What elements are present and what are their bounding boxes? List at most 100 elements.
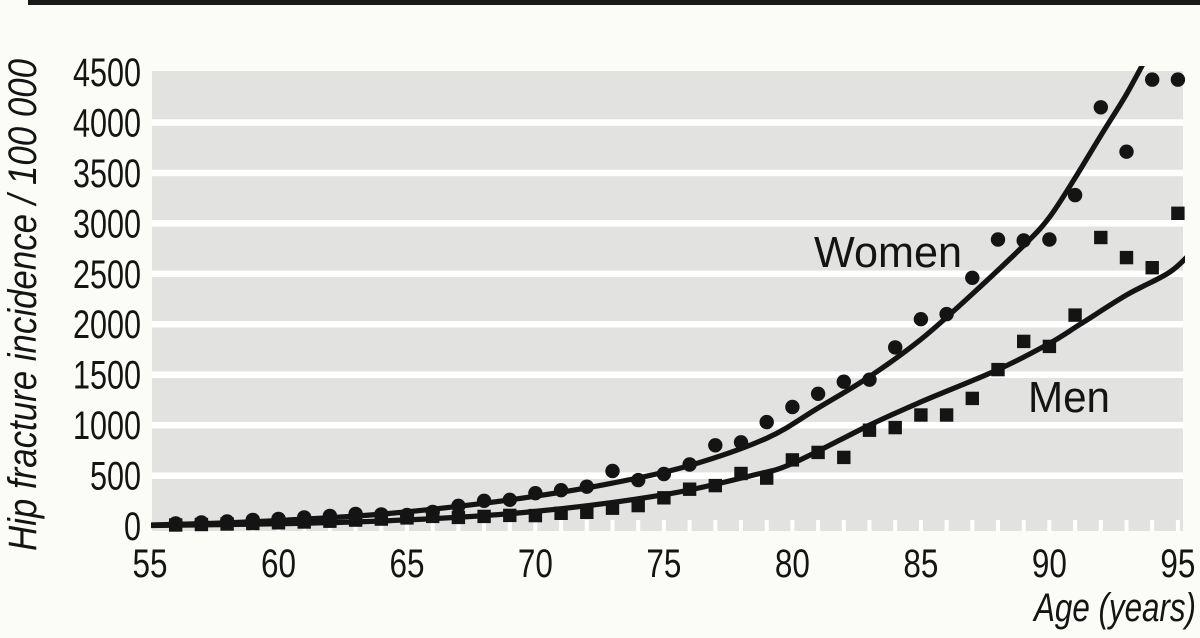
women-point-age-67: [451, 498, 466, 513]
x-tick-label-85: 85: [903, 542, 938, 586]
men-point-age-74: [631, 498, 645, 513]
men-point-age-69: [503, 508, 517, 523]
x-axis-title: Age (years): [1032, 586, 1196, 630]
women-point-age-72: [579, 479, 594, 494]
women-point-age-82: [836, 374, 851, 389]
top-border-rule: [28, 0, 1200, 5]
men-point-age-73: [605, 501, 620, 515]
women-point-age-85: [913, 312, 929, 327]
men-point-age-89: [1017, 334, 1031, 349]
men-point-age-83: [862, 423, 877, 437]
men-point-age-87: [965, 391, 979, 406]
year-tick-85: [918, 520, 923, 531]
women-point-age-84: [888, 340, 903, 355]
men-point-age-84: [888, 420, 902, 435]
year-tick-83: [867, 520, 872, 531]
women-point-age-68: [476, 493, 492, 508]
plot-panel: [152, 71, 1183, 531]
y-axis-title: Hip fracture incidence / 100 000: [1, 59, 45, 551]
y-tick-label-4500: 4500: [73, 51, 141, 95]
year-tick-88: [996, 520, 1000, 531]
year-tick-80: [790, 520, 795, 531]
women-point-age-80: [785, 399, 800, 415]
men-point-age-57: [194, 517, 209, 532]
x-tick-label-55: 55: [133, 542, 168, 586]
x-tick-label-80: 80: [775, 542, 810, 586]
men-point-age-67: [451, 510, 466, 525]
men-point-age-58: [220, 517, 234, 531]
men-point-age-60: [271, 516, 286, 530]
men-point-age-66: [426, 509, 440, 524]
x-tick-label-65: 65: [390, 542, 425, 586]
y-tick-label-1000: 1000: [73, 404, 141, 448]
year-tick-89: [1021, 520, 1026, 531]
gridline-4000: [152, 119, 1183, 126]
women-point-age-88: [990, 232, 1006, 247]
year-tick-75: [661, 520, 666, 531]
y-tick-label-0: 0: [124, 505, 141, 549]
men-point-age-82: [837, 450, 851, 465]
men-point-age-76: [682, 482, 697, 496]
year-tick-68: [482, 520, 487, 531]
men-point-age-56: [169, 518, 183, 532]
women-point-age-75: [656, 466, 672, 482]
men-point-age-62: [323, 514, 337, 528]
men-point-age-85: [914, 408, 928, 422]
y-tick-label-4000: 4000: [73, 102, 141, 146]
men-point-age-79: [760, 471, 774, 485]
gridline-3000: [152, 220, 1183, 227]
men-point-age-90: [1042, 339, 1057, 354]
year-tick-72: [584, 520, 589, 531]
year-tick-87: [970, 520, 975, 531]
women-point-age-78: [733, 435, 749, 450]
x-tick-label-60: 60: [261, 542, 296, 586]
men-point-age-80: [785, 453, 800, 467]
series-men: [169, 206, 1185, 532]
year-tick-93: [1124, 520, 1129, 531]
y-tick-label-1500: 1500: [73, 354, 141, 398]
women-point-age-74: [631, 472, 646, 488]
year-tick-73: [610, 520, 615, 531]
x-tick-label-90: 90: [1032, 542, 1067, 586]
year-tick-84: [893, 520, 898, 531]
women-point-age-71: [553, 483, 569, 498]
men-point-age-78: [734, 466, 748, 481]
year-tick-77: [713, 520, 718, 531]
gridline-3500: [152, 169, 1183, 177]
men-point-age-86: [939, 408, 954, 422]
women-point-age-81: [810, 386, 826, 401]
women-point-age-93: [1119, 144, 1134, 159]
x-tick-label-75: 75: [646, 542, 681, 586]
women-point-age-83: [862, 372, 877, 387]
men-point-age-88: [991, 362, 1005, 377]
women-point-age-79: [759, 414, 774, 430]
men-point-age-81: [811, 445, 825, 460]
year-tick-69: [507, 520, 512, 531]
year-tick-94: [1150, 520, 1155, 531]
men-point-age-93: [1119, 250, 1134, 265]
women-point-age-94: [1145, 72, 1160, 87]
y-tick-label-3000: 3000: [73, 202, 141, 246]
men-point-age-64: [374, 512, 388, 526]
year-tick-92: [1098, 520, 1103, 531]
women-point-age-92: [1093, 100, 1109, 115]
year-tick-71: [559, 520, 564, 531]
men-point-age-59: [246, 516, 260, 531]
series-label-men: Men: [1028, 373, 1110, 422]
year-tick-95: [1175, 520, 1180, 531]
gridline-1000: [152, 421, 1183, 429]
women-point-age-89: [1016, 233, 1031, 248]
men-point-age-65: [400, 511, 414, 525]
year-tick-74: [636, 520, 641, 531]
year-tick-78: [739, 520, 743, 531]
women-point-age-77: [708, 438, 723, 453]
y-tick-label-2000: 2000: [73, 303, 141, 347]
year-tick-90: [1047, 520, 1052, 531]
y-tick-label-500: 500: [90, 455, 141, 499]
men-point-age-70: [528, 508, 543, 523]
men-point-age-95: [1171, 206, 1185, 220]
men-point-age-91: [1068, 308, 1082, 322]
year-tick-70: [533, 520, 538, 531]
year-tick-65: [405, 520, 409, 531]
